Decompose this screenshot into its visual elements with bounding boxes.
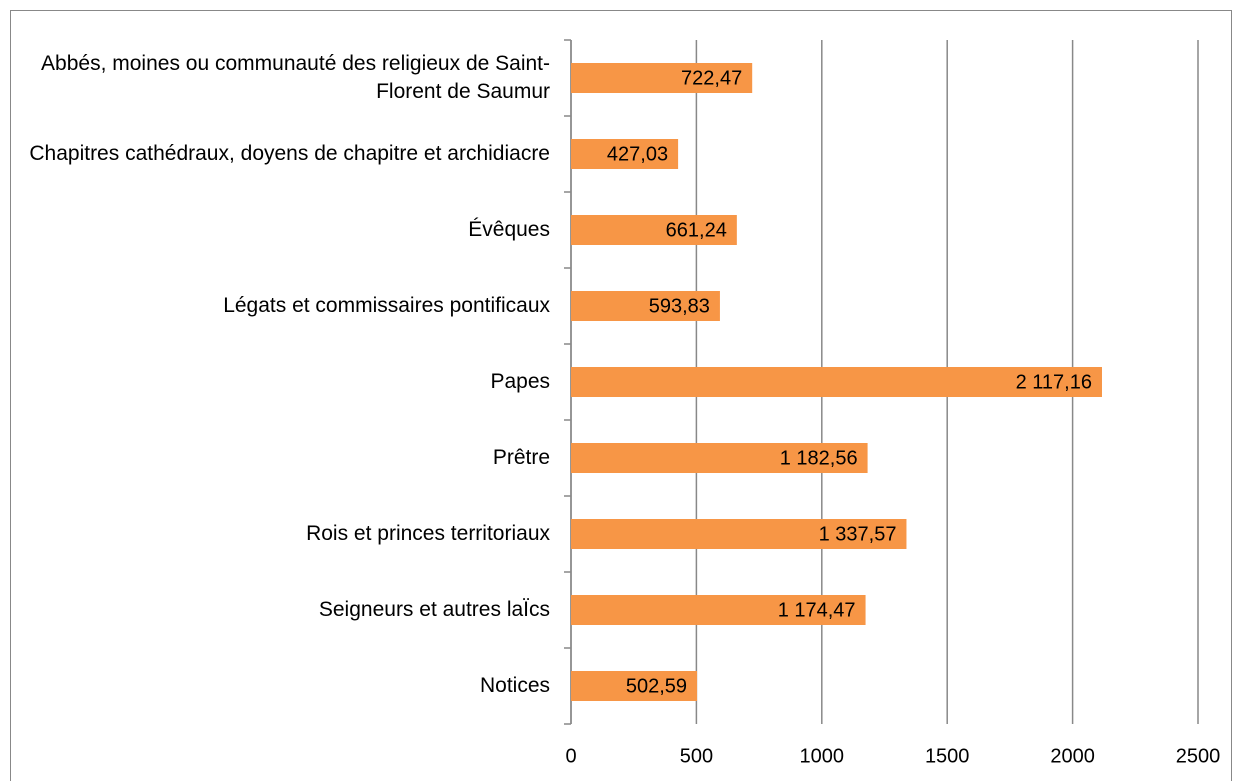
bar: [571, 367, 1102, 397]
y-tick-label: Abbés, moines ou communauté des religieu…: [41, 52, 550, 103]
bar: [571, 139, 679, 169]
bar: [571, 671, 698, 701]
data-label: 2 117,16: [1016, 371, 1092, 393]
bar: [571, 63, 753, 93]
data-label: 722,47: [681, 67, 742, 89]
x-tick-label: 1000: [800, 745, 845, 767]
data-label: 661,24: [666, 219, 727, 241]
x-tick-label: 500: [680, 745, 713, 767]
y-tick-label: Chapitres cathédraux, doyens de chapitre…: [29, 142, 550, 165]
y-tick-label: Prêtre: [492, 446, 550, 469]
y-tick-label: Papes: [490, 370, 550, 393]
data-label: 1 174,47: [778, 599, 856, 621]
bar: [571, 291, 720, 321]
chart-border: [10, 10, 1232, 781]
y-tick-label: Seigneurs et autres laÏcs: [318, 598, 550, 621]
y-tick-label: Évêques: [468, 218, 550, 241]
bar: [571, 595, 866, 625]
data-label: 593,83: [649, 295, 710, 317]
y-tick-label: Notices: [479, 674, 550, 697]
data-label: 502,59: [626, 675, 687, 697]
data-label: 427,03: [607, 143, 668, 165]
bar: [571, 215, 737, 245]
y-tick-label: Légats et commissaires pontificaux: [223, 294, 550, 317]
data-label: 1 182,56: [780, 447, 858, 469]
x-tick-label: 2000: [1050, 745, 1095, 767]
x-tick-label: 0: [565, 745, 576, 767]
x-tick-label: 2500: [1176, 745, 1221, 767]
y-tick-label: Rois et princes territoriaux: [306, 522, 550, 545]
x-tick-label: 1500: [925, 745, 970, 767]
bar: [571, 443, 868, 473]
bar: [571, 519, 907, 549]
data-label: 1 337,57: [819, 523, 897, 545]
